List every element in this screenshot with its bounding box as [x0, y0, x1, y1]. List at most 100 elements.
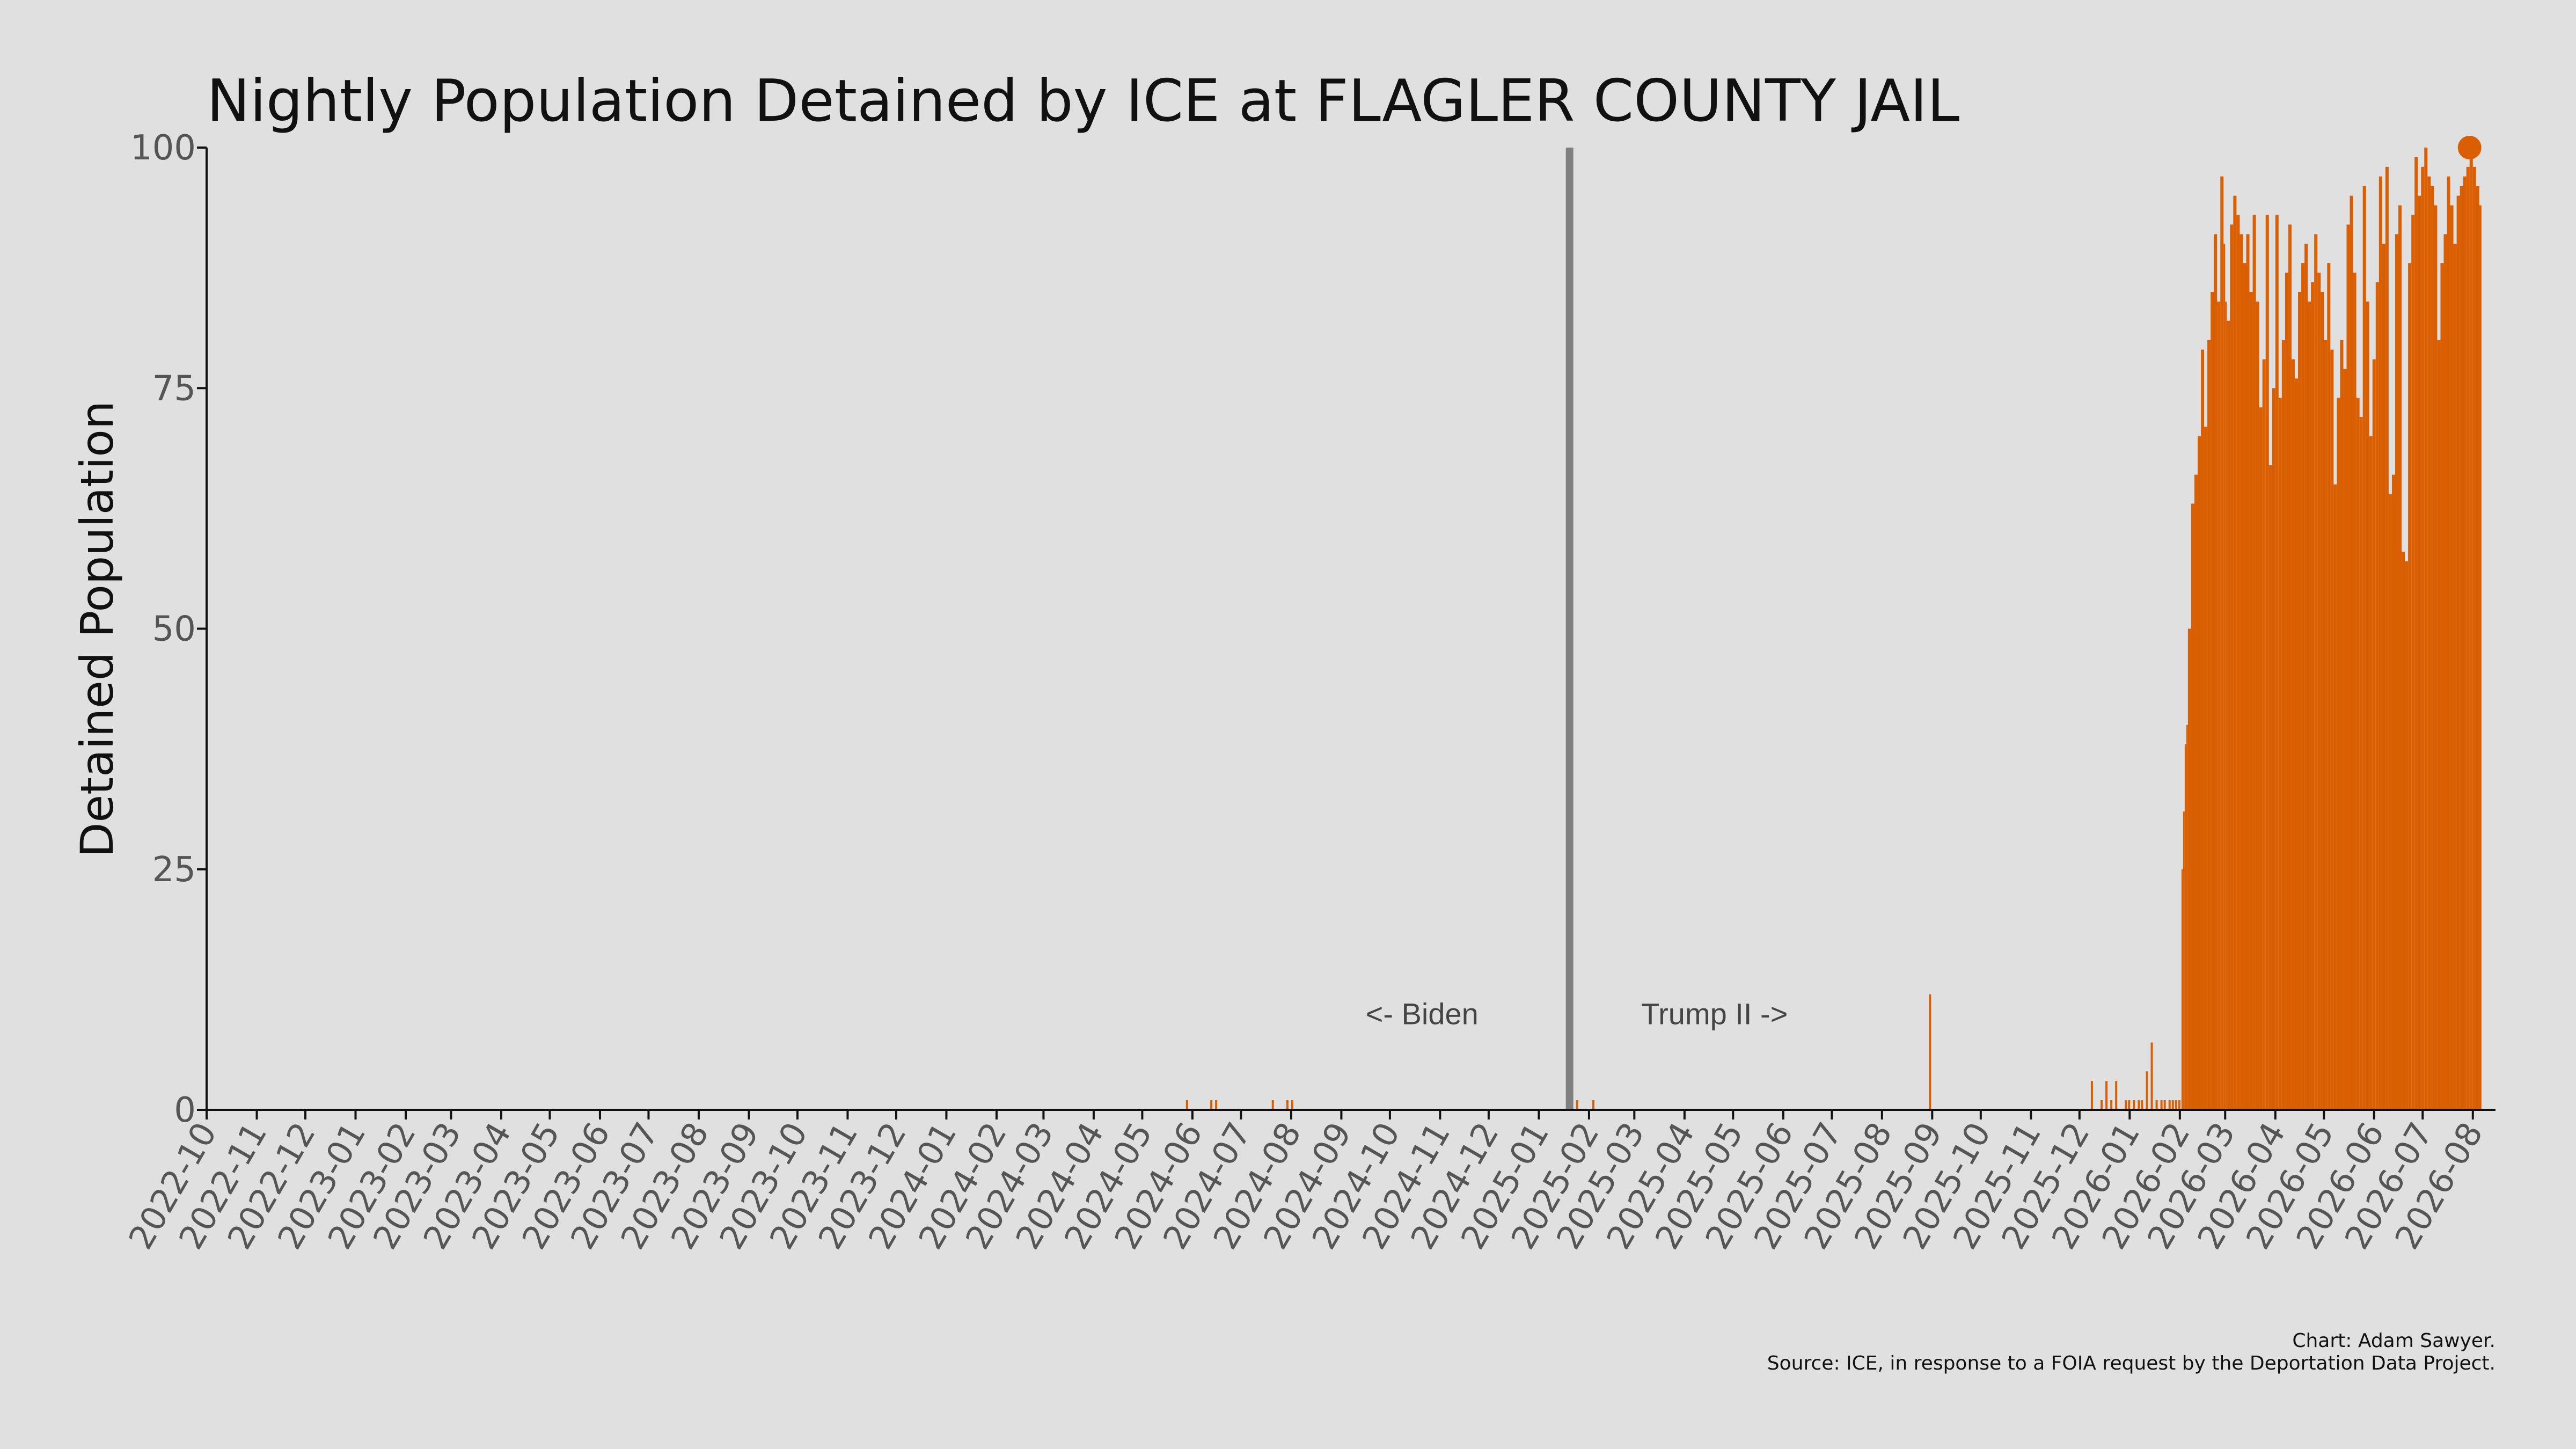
bar	[2298, 291, 2302, 1110]
bar	[2160, 1100, 2163, 1110]
bar	[2249, 291, 2253, 1110]
bar	[2198, 436, 2201, 1110]
bar	[2414, 157, 2418, 1110]
bar	[2398, 205, 2402, 1110]
bar	[2434, 205, 2438, 1110]
bar	[2366, 301, 2369, 1110]
bar	[2230, 224, 2234, 1110]
bar	[2362, 186, 2366, 1110]
bar	[2327, 263, 2331, 1110]
bar	[2146, 1071, 2148, 1110]
bar	[2240, 234, 2243, 1110]
chart-title: Nightly Population Detained by ICE at FL…	[207, 68, 1959, 135]
bar	[2421, 166, 2425, 1110]
bar	[2402, 552, 2405, 1110]
y-tick-label: 0	[174, 1091, 196, 1130]
bar	[2243, 263, 2246, 1110]
bar	[2090, 1081, 2093, 1110]
bar	[2163, 1100, 2166, 1110]
bar	[2385, 166, 2389, 1110]
bar	[2395, 234, 2399, 1110]
bar	[2184, 744, 2186, 1110]
x-axis: 2022-102022-112022-122023-012023-022023-…	[121, 1110, 2491, 1256]
bar	[2330, 349, 2334, 1110]
bar	[2220, 176, 2224, 1110]
bar	[2236, 215, 2240, 1110]
bar	[2211, 291, 2214, 1110]
bar	[2411, 215, 2415, 1110]
bar	[2391, 474, 2395, 1110]
caption-source: Source: ICE, in response to a FOIA reque…	[1767, 1352, 2496, 1374]
bar	[1185, 1100, 1188, 1110]
bar	[2346, 224, 2350, 1110]
bar	[2138, 1100, 2140, 1110]
bar	[2125, 1100, 2127, 1110]
bar	[2291, 359, 2295, 1110]
bar	[2217, 301, 2221, 1110]
bar	[2171, 1100, 2174, 1110]
end-marker	[2457, 136, 2482, 159]
bar	[2187, 628, 2191, 1110]
bar	[2456, 195, 2460, 1110]
y-axis: 0 25 50 75 100	[130, 128, 207, 1130]
bar	[2204, 426, 2208, 1110]
bar	[2168, 1100, 2171, 1110]
bar	[2450, 205, 2454, 1110]
bar	[2369, 436, 2373, 1110]
bar	[2178, 1100, 2180, 1110]
bar	[2431, 186, 2434, 1110]
bar	[2479, 205, 2482, 1110]
annotation-trump: Trump II ->	[1641, 997, 1788, 1031]
bar	[2150, 1042, 2153, 1110]
bar	[2115, 1081, 2118, 1110]
bar	[2340, 340, 2344, 1110]
bar	[2275, 215, 2279, 1110]
bar	[2405, 561, 2409, 1110]
bar	[2321, 291, 2324, 1110]
bar	[2447, 176, 2450, 1110]
bar	[2353, 273, 2357, 1110]
bar	[2294, 378, 2299, 1110]
bar	[2246, 234, 2250, 1110]
bar	[2265, 215, 2269, 1110]
bars	[1185, 148, 2482, 1110]
bar	[2427, 176, 2431, 1110]
bar	[2437, 340, 2441, 1110]
bar	[2272, 388, 2275, 1110]
bar	[2372, 359, 2376, 1110]
bar	[2256, 301, 2259, 1110]
bar	[2281, 340, 2285, 1110]
bar	[2214, 234, 2218, 1110]
bar	[1286, 1100, 1289, 1110]
bar	[2268, 465, 2272, 1110]
bar	[2311, 282, 2315, 1110]
bar	[2453, 244, 2457, 1110]
bar	[2469, 148, 2473, 1110]
bar	[2155, 1100, 2158, 1110]
bar	[2314, 234, 2318, 1110]
bar	[2227, 320, 2230, 1110]
bar	[2223, 244, 2226, 1110]
bar	[2408, 263, 2412, 1110]
bar	[2141, 1100, 2143, 1110]
bar	[2472, 166, 2476, 1110]
bar	[2424, 148, 2428, 1110]
y-tick-label: 25	[152, 850, 196, 890]
bar	[2460, 186, 2463, 1110]
bar	[2301, 263, 2305, 1110]
bar	[2285, 273, 2288, 1110]
bar	[1215, 1100, 1218, 1110]
bar	[2262, 359, 2266, 1110]
bar	[2440, 263, 2444, 1110]
bar	[1576, 1100, 1578, 1110]
bar	[2304, 244, 2308, 1110]
bar	[2110, 1100, 2113, 1110]
bar	[2194, 474, 2198, 1110]
bar	[2225, 301, 2227, 1110]
bar	[2388, 494, 2392, 1110]
bar	[2379, 176, 2382, 1110]
bar	[2324, 340, 2328, 1110]
bar	[1271, 1100, 1274, 1110]
bar	[2356, 398, 2360, 1110]
